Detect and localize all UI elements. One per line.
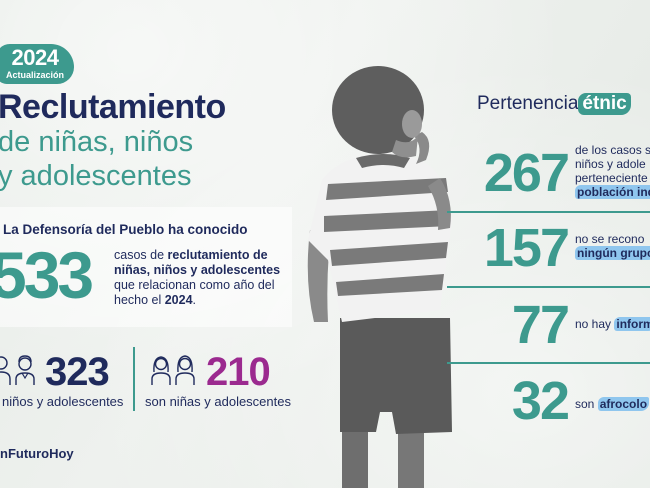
- summary-heading: La Defensoría del Pueblo ha conocido: [3, 222, 248, 237]
- ethnicity-title: Pertenencia étnic: [477, 93, 631, 115]
- boys-label: niños y adolescentes: [2, 394, 124, 409]
- ethnicity-number-4: 32: [511, 371, 570, 431]
- summary-panel: [0, 207, 292, 327]
- ethnicity-divider: [447, 286, 650, 288]
- ethnicity-text-2: no se recono ningún grupo: [575, 232, 650, 260]
- ethnicity-number-1: 267: [483, 143, 570, 203]
- ethnicity-text-4: son afrocolo: [575, 397, 650, 411]
- page-subtitle-line2: y adolescentes: [0, 160, 192, 192]
- summary-text: casos de reclutamiento de niñas, niños y…: [114, 248, 281, 307]
- page-subtitle-line1: de niñas, niños: [0, 126, 194, 158]
- stats-divider: [133, 347, 135, 411]
- page-title: Reclutamiento: [0, 88, 226, 126]
- ethnicity-number-3: 77: [511, 295, 570, 355]
- ethnicity-text-3: no hay inform: [575, 317, 650, 331]
- total-cases-number: 533: [0, 238, 94, 312]
- boy-icon: [15, 355, 35, 385]
- ethnicity-text-1: de los casos s niños y adole pertenecien…: [575, 143, 650, 199]
- boys-count: 323: [45, 350, 110, 394]
- ethnicity-divider: [447, 362, 650, 364]
- ethnicity-divider: [447, 211, 650, 213]
- ethnicity-title-highlight: étnic: [578, 93, 631, 115]
- boy-icons: [0, 354, 36, 386]
- ethnicity-number-2: 157: [483, 218, 570, 278]
- person-icon: [0, 356, 11, 385]
- badge-year: 2024: [11, 45, 59, 70]
- girl-icon: [151, 356, 171, 385]
- girl-icons: [150, 354, 196, 386]
- child-photo: [307, 66, 452, 488]
- girls-count: 210: [206, 350, 271, 394]
- girls-label: son niñas y adolescentes: [145, 394, 291, 409]
- girl-icon: [175, 355, 195, 385]
- year-badge: 2024 Actualización: [0, 44, 74, 84]
- badge-subtitle: Actualización: [5, 70, 64, 80]
- hashtag: nFuturoHoy: [0, 446, 74, 461]
